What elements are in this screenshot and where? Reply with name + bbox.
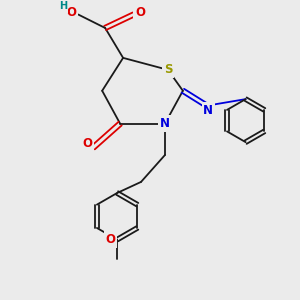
Text: O: O (135, 6, 145, 19)
Text: N: N (160, 117, 170, 130)
Text: O: O (67, 6, 77, 19)
Text: H: H (59, 1, 67, 11)
Text: N: N (203, 104, 213, 117)
Text: O: O (106, 233, 116, 246)
Text: S: S (164, 63, 172, 76)
Text: O: O (83, 137, 93, 151)
